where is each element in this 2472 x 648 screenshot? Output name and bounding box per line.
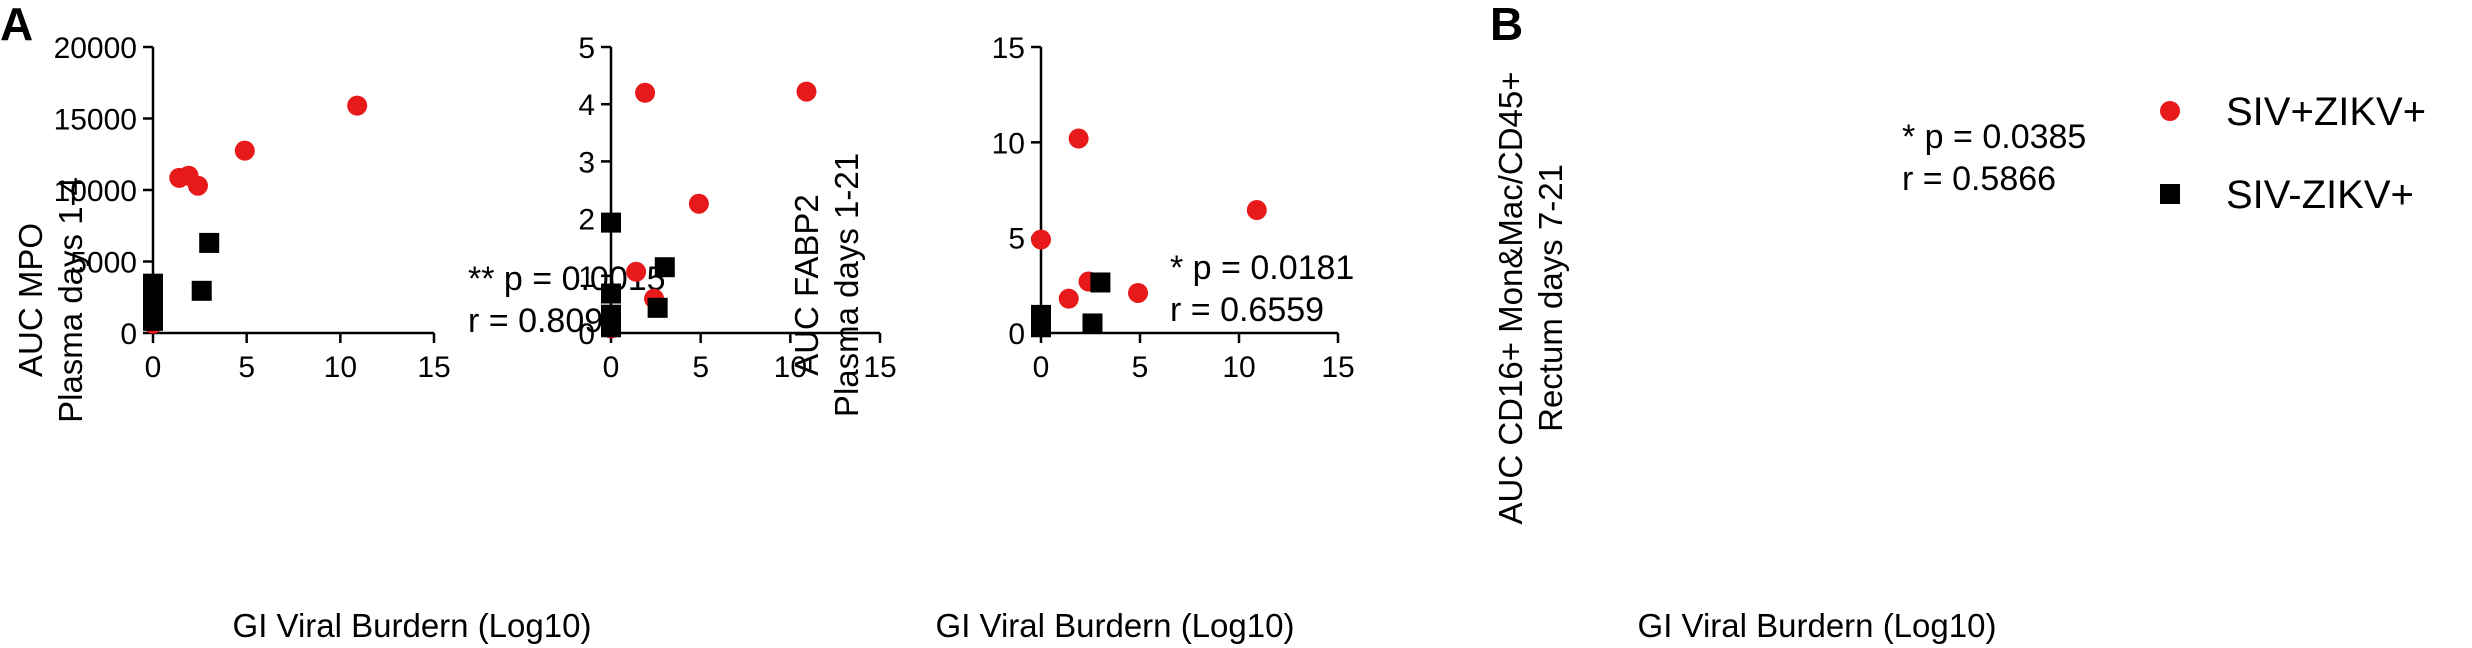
y-tick-label: 0: [1008, 318, 1025, 351]
legend-marker-siv-pos: [2160, 101, 2180, 121]
x-tick-label: 10: [1222, 351, 1255, 384]
x-tick-label: 0: [1033, 351, 1050, 384]
y-axis-title-line-1: AUC FABP2: [788, 194, 825, 376]
point-siv-pos: [626, 261, 647, 282]
y-tick-label: 2: [578, 204, 595, 237]
stat-r-value: r = 0.6559: [1170, 291, 1324, 329]
x-tick-label: 15: [417, 351, 450, 384]
point-siv-neg: [143, 273, 163, 294]
y-axis-title-line-2: Plasma days 1-21: [828, 153, 865, 417]
chart-fabp2: AUC FABP2 Plasma days 1-21 GI Viral Burd…: [578, 32, 1354, 644]
point-siv-pos: [347, 95, 368, 116]
point-siv-neg: [1082, 313, 1103, 334]
y-axis-title-line-1: AUC MPO: [12, 223, 49, 377]
panel-label: B: [1490, 0, 1523, 50]
point-siv-neg: [1031, 317, 1051, 338]
x-axis-title: GI Viral Burdern (Log10): [1638, 607, 1997, 644]
point-siv-neg: [143, 310, 163, 331]
chart-cd16: B AUC CD16+ Mon&Mac/CD45+ Rectum days 7-…: [992, 0, 2087, 644]
x-tick-label: 5: [1132, 351, 1149, 384]
point-siv-pos: [1058, 288, 1079, 309]
y-axis-title: AUC CD16+ Mon&Mac/CD45+ Rectum days 7-21: [1492, 71, 1569, 524]
x-tick-label: 0: [603, 351, 620, 384]
y-axis-title-line-2: Rectum days 7-21: [1532, 164, 1569, 432]
point-siv-neg: [647, 297, 668, 318]
chart-mpo: A AUC MPO Plasma days 1-4 GI Viral Burde…: [0, 0, 666, 644]
y-tick-label: 10: [992, 127, 1025, 160]
y-axis-title-line-2: Plasma days 1-4: [52, 177, 89, 423]
x-tick-label: 5: [692, 351, 709, 384]
y-tick-label: 1: [578, 261, 595, 294]
point-siv-neg: [199, 232, 220, 253]
point-siv-pos: [1246, 200, 1267, 221]
point-siv-neg: [601, 212, 621, 233]
x-tick-label: 15: [1321, 351, 1354, 384]
x-axis-title: GI Viral Burdern (Log10): [233, 607, 592, 644]
x-axis-title: GI Viral Burdern (Log10): [936, 607, 1295, 644]
y-tick-label: 5: [578, 32, 595, 65]
y-tick-label: 10000: [54, 175, 137, 208]
point-siv-neg: [601, 283, 621, 304]
point-siv-pos: [1128, 282, 1149, 303]
y-tick-label: 20000: [54, 32, 137, 65]
point-siv-pos: [187, 175, 208, 196]
y-tick-label: 3: [578, 146, 595, 179]
x-tick-label: 10: [324, 351, 357, 384]
y-tick-label: 15000: [54, 104, 137, 137]
y-tick-label: 4: [578, 89, 595, 122]
legend-label-siv-pos: SIV+ZIKV+: [2226, 90, 2426, 134]
point-siv-pos: [1031, 229, 1051, 250]
y-tick-label: 0: [120, 318, 137, 351]
y-tick-label: 5000: [70, 247, 137, 280]
y-tick-label: 15: [992, 32, 1025, 65]
legend-label-siv-neg: SIV-ZIKV+: [2226, 173, 2414, 217]
point-siv-pos: [796, 81, 817, 102]
point-siv-pos: [1068, 128, 1089, 149]
y-axis-title: AUC FABP2 Plasma days 1-21: [788, 153, 865, 417]
y-axis-title: AUC MPO Plasma days 1-4: [12, 177, 89, 423]
y-axis-title-line-1: AUC CD16+ Mon&Mac/CD45+: [1492, 71, 1529, 524]
x-tick-label: 5: [238, 351, 255, 384]
legend: SIV+ZIKV+ SIV-ZIKV+: [2160, 90, 2426, 217]
x-tick-label: 0: [145, 351, 162, 384]
legend-marker-siv-neg: [2160, 184, 2180, 204]
point-siv-pos: [635, 82, 656, 103]
y-tick-label: 0: [578, 318, 595, 351]
point-siv-pos: [234, 140, 255, 161]
stat-r-value: r = 0.8091: [468, 302, 622, 340]
point-siv-neg: [654, 257, 675, 278]
point-siv-neg: [601, 317, 621, 338]
y-tick-label: 5: [1008, 223, 1025, 256]
stat-p-value: * p = 0.0385: [1902, 118, 2086, 156]
point-siv-pos: [688, 193, 709, 214]
x-tick-label: 15: [863, 351, 896, 384]
point-siv-neg: [191, 280, 212, 301]
x-tick-label: 10: [774, 351, 807, 384]
stat-p-value: * p = 0.0181: [1170, 249, 1354, 287]
stat-r-value: r = 0.5866: [1902, 160, 2056, 198]
point-siv-neg: [1090, 272, 1111, 293]
panel-label: A: [0, 0, 33, 50]
